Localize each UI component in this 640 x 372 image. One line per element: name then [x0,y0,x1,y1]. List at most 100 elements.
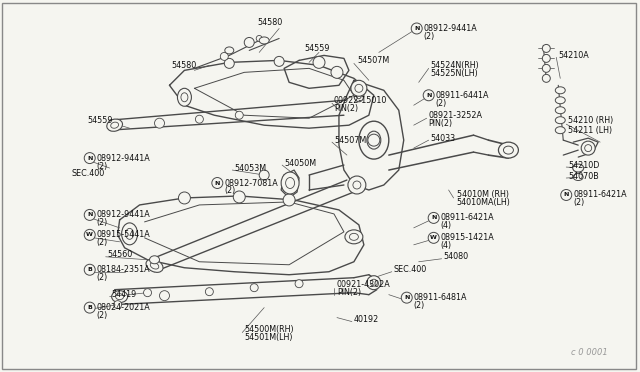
Text: 00921-4302A: 00921-4302A [337,280,390,289]
Text: (2): (2) [573,198,584,208]
Circle shape [274,57,284,66]
Ellipse shape [225,47,234,54]
Ellipse shape [111,291,127,303]
Ellipse shape [116,294,124,300]
Circle shape [256,35,262,41]
Circle shape [542,54,550,62]
Text: 54050M: 54050M [284,158,316,167]
Circle shape [224,58,234,68]
Ellipse shape [146,259,163,272]
Text: (2): (2) [436,99,447,108]
Ellipse shape [367,131,381,149]
Circle shape [542,74,550,82]
Circle shape [581,141,595,155]
Text: 54210A: 54210A [558,51,589,60]
Circle shape [250,284,258,292]
Circle shape [259,170,269,180]
Ellipse shape [573,164,584,172]
Ellipse shape [181,93,188,102]
Ellipse shape [345,230,363,244]
Text: 54580: 54580 [172,61,196,70]
Text: 08921-3252A: 08921-3252A [429,111,483,120]
Text: 08911-6441A: 08911-6441A [436,91,489,100]
Circle shape [353,181,361,189]
Text: SEC.400: SEC.400 [394,265,427,274]
Circle shape [542,64,550,72]
Text: 54419: 54419 [111,290,137,299]
Circle shape [84,153,95,164]
Text: (4): (4) [440,221,452,230]
Text: 54010MA(LH): 54010MA(LH) [456,198,511,208]
Text: 08911-6421A: 08911-6421A [440,214,494,222]
Circle shape [428,232,439,243]
Text: 54070B: 54070B [568,171,599,180]
Circle shape [371,279,378,286]
Ellipse shape [150,262,159,269]
Text: N: N [87,212,92,217]
Circle shape [542,44,550,52]
Text: 40192: 40192 [354,315,379,324]
Text: 54033: 54033 [431,134,456,142]
Text: 54080: 54080 [444,252,468,261]
Circle shape [143,289,152,296]
Circle shape [367,276,381,290]
Circle shape [585,145,591,152]
Text: (2): (2) [424,32,435,41]
Circle shape [154,118,164,128]
Text: N: N [87,155,92,161]
Text: 54580: 54580 [257,18,282,27]
Ellipse shape [354,89,364,102]
Text: N: N [404,295,410,300]
Circle shape [205,288,213,296]
Ellipse shape [356,92,362,99]
Ellipse shape [504,146,513,154]
Ellipse shape [573,174,583,180]
Ellipse shape [122,223,138,245]
Ellipse shape [259,37,269,44]
Text: PIN(2): PIN(2) [337,288,361,297]
Text: B: B [87,267,92,272]
Text: 08911-6421A: 08911-6421A [573,190,627,199]
Ellipse shape [107,119,122,131]
Ellipse shape [556,87,565,94]
Ellipse shape [125,228,134,239]
Text: 08912-9441A: 08912-9441A [424,24,477,33]
Circle shape [348,176,366,194]
Circle shape [313,57,325,68]
Text: (2): (2) [413,301,425,310]
Circle shape [220,52,228,60]
Ellipse shape [349,233,358,240]
Text: 08912-9441A: 08912-9441A [97,211,150,219]
Text: 54507M: 54507M [357,56,389,65]
Text: 54211 (LH): 54211 (LH) [568,126,612,135]
Text: 54560: 54560 [108,250,133,259]
Text: N: N [564,192,569,198]
Circle shape [561,189,572,201]
Text: 54507M: 54507M [334,136,366,145]
Circle shape [195,115,204,123]
Circle shape [283,194,295,206]
Circle shape [159,291,170,301]
Ellipse shape [499,142,518,158]
Text: N: N [214,180,220,186]
Text: (2): (2) [224,186,236,195]
Text: (4): (4) [440,241,452,250]
Ellipse shape [556,117,565,124]
Text: (2): (2) [97,161,108,170]
Text: c 0 0001: c 0 0001 [572,349,608,357]
Circle shape [428,212,439,223]
Text: 54210D: 54210D [568,161,600,170]
Ellipse shape [111,122,118,128]
Text: W: W [86,232,93,237]
Ellipse shape [359,121,388,159]
Text: 54524N(RH): 54524N(RH) [431,61,479,70]
Ellipse shape [556,127,565,134]
Text: N: N [431,215,436,220]
Circle shape [179,192,191,204]
Text: 54559: 54559 [88,116,113,125]
Circle shape [355,84,363,92]
Text: PIN(2): PIN(2) [334,104,358,113]
Circle shape [412,23,422,34]
Circle shape [331,66,343,78]
Circle shape [84,230,95,240]
